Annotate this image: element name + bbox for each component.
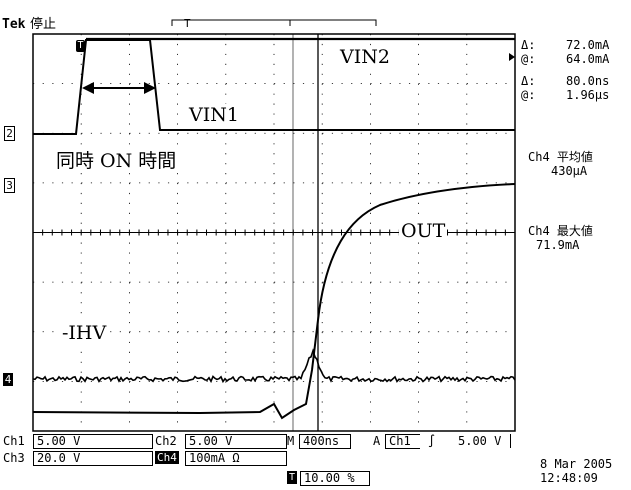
- trigger-source: Ch1: [385, 434, 420, 449]
- ch2-setting-label: Ch2: [155, 434, 177, 448]
- arrow-head-left: [82, 82, 94, 94]
- out-trace: [32, 183, 516, 420]
- trigger-mode-label: A: [373, 434, 381, 448]
- at-t-value: 1.96μs: [566, 88, 610, 102]
- trigger-position-icon: T: [287, 471, 298, 484]
- trigger-level: 5.00 V: [458, 434, 502, 448]
- measurement-2-label: Ch4 最大値: [528, 224, 593, 238]
- ch4-scale: 100mA Ω: [185, 451, 287, 466]
- delta-t-symbol: Δ:: [521, 74, 536, 88]
- delta-i-symbol: Δ:: [521, 38, 536, 52]
- trigger-slope-icon: ∫: [428, 434, 436, 448]
- ch3-setting-label: Ch3: [3, 451, 25, 465]
- ch1-setting-label: Ch1: [3, 434, 25, 448]
- record-bracket: [171, 19, 377, 26]
- simul-on-annotation: 同時 ON 時間: [54, 150, 179, 172]
- run-status: 停止: [30, 17, 57, 32]
- vin1-annotation: VIN1: [187, 104, 241, 126]
- measurement-1-value: 430μA: [551, 164, 588, 178]
- time-label: 12:48:09: [540, 471, 598, 485]
- ch3-scale: 20.0 V: [33, 451, 153, 466]
- ch1-marker: T: [76, 40, 85, 52]
- ch4-marker: 4: [3, 373, 13, 386]
- vin2-annotation: VIN2: [338, 46, 392, 68]
- out-annotation: OUT: [399, 220, 448, 242]
- ch2-scale: 5.00 V: [185, 434, 287, 449]
- arrow-head-right: [144, 82, 156, 94]
- ihv-trace: [32, 348, 516, 384]
- delta-t-value: 80.0ns: [566, 74, 610, 88]
- trigger-position: 10.00 %: [300, 471, 370, 486]
- measurement-2-value: 71.9mA: [536, 238, 580, 252]
- timebase-value: 400ns: [299, 434, 351, 449]
- ch1-scale: 5.00 V: [33, 434, 153, 449]
- trigger-box-edge: [510, 434, 511, 448]
- measurement-1-label: Ch4 平均値: [528, 150, 593, 164]
- at-i-symbol: @:: [521, 52, 536, 66]
- cursor-marker-icon: [509, 53, 515, 61]
- ch4-setting-label: Ch4: [155, 451, 179, 464]
- ihv-annotation: -IHV: [60, 322, 109, 344]
- ch2-marker: 2: [4, 126, 15, 141]
- delta-i-value: 72.0mA: [566, 38, 610, 52]
- at-i-value: 64.0mA: [566, 52, 610, 66]
- ch3-marker: 3: [4, 178, 15, 193]
- brand-label: Tek: [2, 17, 26, 32]
- timebase-label: M: [287, 434, 295, 448]
- date-label: 8 Mar 2005: [540, 457, 613, 471]
- trigger-pos-marker: T: [184, 17, 191, 30]
- at-t-symbol: @:: [521, 88, 536, 102]
